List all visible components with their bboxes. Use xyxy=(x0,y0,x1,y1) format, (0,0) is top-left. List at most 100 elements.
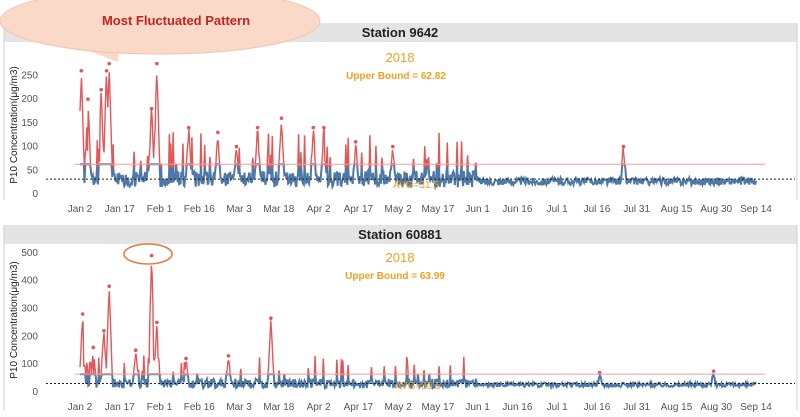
series-segment-above-bound xyxy=(93,359,96,368)
x-tick-label: Jun 16 xyxy=(502,402,532,413)
peak-highlight-ellipse xyxy=(123,243,173,265)
series-segment-above-bound xyxy=(314,356,317,376)
series-segment-above-bound xyxy=(234,155,237,168)
peak-point xyxy=(234,144,239,149)
series-segment-above-bound xyxy=(406,361,409,377)
series-segment-above-bound xyxy=(182,143,185,168)
x-tick-label: May 17 xyxy=(421,204,454,215)
x-tick-label: Feb 1 xyxy=(147,204,173,215)
series-segment-above-bound xyxy=(89,361,91,364)
series-segment-above-bound xyxy=(217,140,220,155)
series-segment-above-bound xyxy=(108,72,111,96)
series-segment-above-bound xyxy=(309,158,313,168)
x-tick-label: Feb 16 xyxy=(184,204,216,215)
series-segment-above-bound xyxy=(86,362,89,369)
series-segment-above-bound xyxy=(172,132,175,168)
series-segment-above-bound xyxy=(156,330,159,359)
series-segment-above-bound xyxy=(228,365,231,375)
series-segment-above-bound xyxy=(101,105,104,131)
x-tick-label: Mar 3 xyxy=(226,402,252,413)
x-tick-label: Jul 1 xyxy=(547,204,569,215)
series-segment-above-bound xyxy=(153,128,156,140)
series-segment-above-bound xyxy=(152,303,155,360)
series-segment-above-bound xyxy=(83,364,86,370)
y-tick-label: 0 xyxy=(32,387,38,398)
series-segment-above-bound xyxy=(353,155,356,165)
series-segment-above-bound xyxy=(300,152,303,168)
series-segment-above-bound xyxy=(303,135,307,168)
series-segment-above-bound xyxy=(151,273,154,304)
series-segment-above-bound xyxy=(406,356,409,362)
peak-point xyxy=(79,68,84,73)
series-segment-above-bound xyxy=(321,152,324,163)
series-segment-above-bound xyxy=(312,130,316,143)
peak-point xyxy=(86,97,90,101)
x-tick-label: Apr 17 xyxy=(344,402,374,413)
x-tick-label: Sep 14 xyxy=(740,204,772,215)
callout-bubble: Most Fluctuated Pattern xyxy=(0,0,321,62)
series-segment-above-bound xyxy=(156,85,159,108)
series-segment-above-bound xyxy=(80,78,83,101)
series-segment-above-bound xyxy=(98,357,101,376)
panel-2-year-label: 2018 xyxy=(386,250,415,265)
panel-1-average-label: AVG=31.5 xyxy=(393,180,439,191)
series-segment-above-bound xyxy=(107,86,110,108)
series-segment-above-bound xyxy=(112,144,115,168)
series-segment-above-bound xyxy=(236,153,239,162)
series-segment-above-bound xyxy=(282,147,285,160)
series-segment-above-bound xyxy=(101,339,104,351)
series-segment-above-bound xyxy=(218,154,221,166)
series-segment-above-bound xyxy=(151,116,154,140)
peak-point xyxy=(255,125,260,130)
series-segment-above-bound xyxy=(281,131,284,148)
x-tick-label: Jul 31 xyxy=(623,402,650,413)
series-segment-above-bound xyxy=(150,265,153,275)
series-segment-above-bound xyxy=(216,140,219,148)
peak-point xyxy=(107,284,111,288)
series-segment-above-bound xyxy=(271,346,274,364)
series-segment-above-bound xyxy=(623,155,626,164)
series-segment-above-bound xyxy=(80,324,83,337)
x-tick-label: Mar 18 xyxy=(263,204,295,215)
x-tick-label: Jul 16 xyxy=(584,204,611,215)
peak-point xyxy=(425,159,430,163)
series-segment-above-bound xyxy=(158,136,161,162)
series-line-normal xyxy=(80,163,757,191)
x-tick-label: Feb 1 xyxy=(147,402,173,413)
x-tick-label: Feb 16 xyxy=(184,402,216,413)
series-segment-above-bound xyxy=(463,356,466,376)
series-segment-above-bound xyxy=(252,157,255,168)
series-segment-above-bound xyxy=(278,370,281,377)
series-segment-above-bound xyxy=(620,157,624,168)
series-segment-above-bound xyxy=(98,111,101,162)
x-tick-label: Sep 14 xyxy=(740,402,772,413)
y-tick-label: 500 xyxy=(21,248,38,259)
x-tick-label: Jan 17 xyxy=(105,402,135,413)
x-tick-label: Jul 31 xyxy=(623,204,650,215)
series-segment-above-bound xyxy=(270,331,273,347)
series-segment-above-bound xyxy=(107,303,110,324)
series-segment-above-bound xyxy=(105,345,108,369)
series-segment-above-bound xyxy=(225,369,228,374)
series-segment-above-bound xyxy=(226,360,229,370)
x-tick-label: Mar 18 xyxy=(263,402,295,413)
peak-point xyxy=(269,316,273,321)
series-segment-above-bound xyxy=(84,148,87,154)
series-segment-above-bound xyxy=(257,131,260,153)
series-segment-above-bound xyxy=(154,341,157,357)
series-segment-above-bound xyxy=(235,149,238,154)
series-segment-above-bound xyxy=(188,128,191,145)
x-tick-label: Apr 2 xyxy=(307,204,331,215)
series-segment-above-bound xyxy=(83,153,86,168)
series-segment-above-bound xyxy=(322,358,325,376)
series-segment-above-bound xyxy=(81,100,84,127)
series-segment-above-bound xyxy=(271,135,274,168)
series-segment-above-bound xyxy=(100,92,103,106)
panel-2-average-label: AVG=30.5 xyxy=(395,381,441,392)
series-segment-above-bound xyxy=(436,162,439,168)
series-segment-above-bound xyxy=(150,109,153,117)
peak-point xyxy=(311,125,316,130)
x-tick-label: Aug 15 xyxy=(661,402,693,413)
series-segment-above-bound xyxy=(152,139,156,158)
series-segment-above-bound xyxy=(191,137,194,168)
